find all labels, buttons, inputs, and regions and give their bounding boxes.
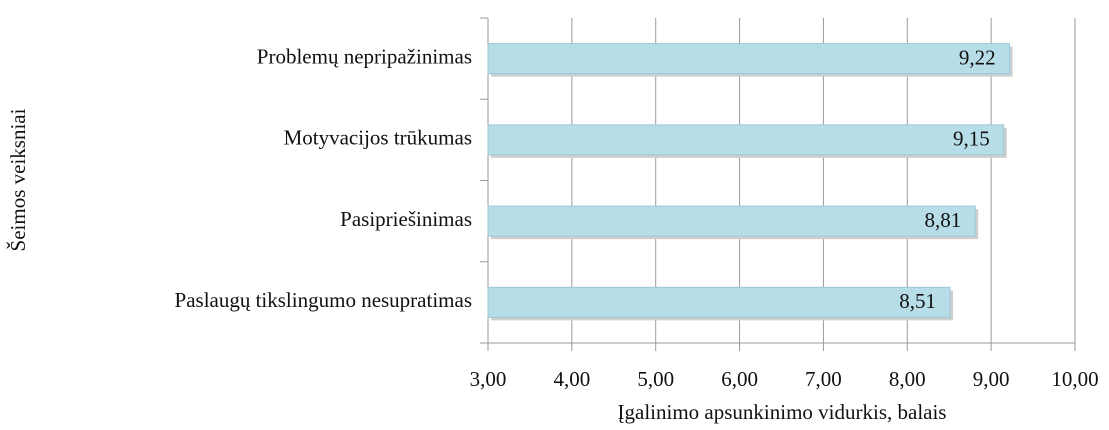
x-axis-label: Įgalinimo apsunkinimo vidurkis, balais bbox=[618, 400, 947, 424]
x-tick-label: 10,00 bbox=[1051, 367, 1098, 391]
y-axis-label: Šeimos veiksniai bbox=[6, 108, 30, 251]
x-tick-label: 7,00 bbox=[805, 367, 842, 391]
data-label: 9,15 bbox=[953, 127, 990, 151]
y-tick-label: Problemų nepripažinimas bbox=[257, 44, 472, 68]
data-label: 9,22 bbox=[959, 45, 996, 69]
x-tick-label: 4,00 bbox=[553, 367, 590, 391]
bar bbox=[487, 205, 976, 237]
x-tick-label: 8,00 bbox=[889, 367, 926, 391]
x-tick-label: 3,00 bbox=[470, 367, 507, 391]
x-tick-label: 9,00 bbox=[973, 367, 1010, 391]
bar bbox=[487, 286, 951, 318]
y-tick-label: Paslaugų tikslingumo nesupratimas bbox=[175, 288, 472, 312]
x-tick-label: 5,00 bbox=[637, 367, 674, 391]
y-tick-label: Motyvacijos trūkumas bbox=[284, 126, 472, 150]
bar bbox=[487, 124, 1005, 156]
data-label: 8,51 bbox=[899, 289, 936, 313]
bar bbox=[487, 43, 1011, 75]
x-tick-label: 6,00 bbox=[721, 367, 758, 391]
data-label: 8,81 bbox=[924, 208, 961, 232]
y-tick-label: Pasipriešinimas bbox=[340, 207, 472, 231]
